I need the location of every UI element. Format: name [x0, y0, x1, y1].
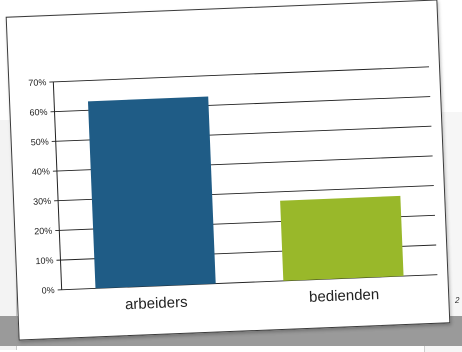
grid-line: [49, 66, 430, 83]
y-tick-label: 70%: [28, 77, 46, 88]
y-tick-label: 0%: [41, 285, 54, 296]
y-axis-line: [52, 81, 63, 290]
bar-chart: 0% 10% 20% 30% 40% 50% 60% 70% arbeiders bediend…: [28, 66, 438, 313]
y-tick-label: 20%: [34, 226, 52, 237]
y-tick-label: 60%: [29, 107, 47, 118]
y-tick-label: 40%: [32, 166, 50, 177]
y-tick-labels: 0% 10% 20% 30% 40% 50% 60% 70%: [28, 77, 55, 296]
y-tick-label: 10%: [35, 255, 53, 266]
bar-arbeiders: [87, 96, 216, 289]
category-labels: arbeiders bedienden: [125, 286, 380, 313]
category-label: arbeiders: [125, 294, 188, 313]
chart-sheet: 0% 10% 20% 30% 40% 50% 60% 70% arbeiders bediend…: [5, 0, 451, 341]
y-tick-label: 30%: [33, 196, 51, 207]
bars: [87, 96, 404, 289]
bar-bedienden: [280, 195, 404, 281]
right-page-fragment-1: 2: [455, 296, 460, 305]
y-tick-label: 50%: [31, 137, 49, 148]
category-label: bedienden: [309, 286, 380, 306]
